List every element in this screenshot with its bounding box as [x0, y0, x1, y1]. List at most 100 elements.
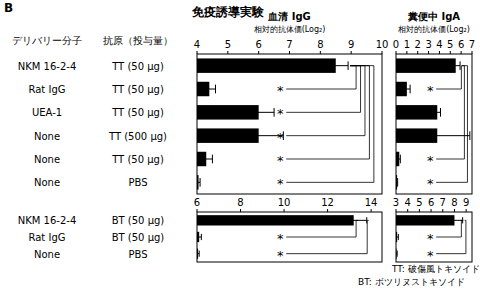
error-line: [341, 220, 367, 221]
bracket-line: [436, 66, 464, 159]
significance-mark: *: [277, 130, 284, 145]
axis-label: 相対的抗体価(Log₂): [254, 25, 326, 34]
tick-label: 9: [348, 39, 354, 50]
error-line: [404, 89, 411, 90]
error-line: [323, 65, 348, 66]
tick-label: 4: [405, 197, 411, 208]
error-cap: [348, 61, 349, 70]
error-bar: [341, 217, 367, 223]
tick-label: 5: [447, 39, 453, 50]
error-line: [203, 89, 215, 90]
significance-bracket: [436, 66, 462, 89]
tick-label: 6: [428, 197, 434, 208]
category-label: Rat IgG: [28, 84, 65, 95]
error-line: [243, 112, 274, 113]
error-line: [197, 237, 201, 238]
significance-mark: *: [427, 176, 434, 191]
error-bar: [243, 108, 274, 117]
figure: B免疫誘導実験デリバリー分子抗原（投与量）血清 IgG相対的抗体価(Log₂)4…: [0, 0, 480, 290]
error-bar: [234, 131, 283, 140]
plot-1: 糞便中 IgA相対的抗体価(Log₂)01234567***: [393, 11, 475, 194]
error-line: [446, 220, 462, 221]
significance-bracket: [436, 220, 463, 237]
bracket-line: [286, 66, 374, 183]
tick-label: 4: [436, 39, 442, 50]
significance-mark: *: [277, 83, 284, 98]
error-bar: [197, 234, 201, 240]
bracket-line: [286, 220, 369, 253]
data-group: [197, 58, 348, 189]
tick-label: 3: [425, 39, 431, 50]
plot-2: 68101214NKM 16-2-4Rat IgGNoneBT (50 μg)B…: [18, 197, 382, 263]
footnote: TT: 破傷風トキソイド: [391, 264, 480, 274]
error-cap: [201, 234, 202, 240]
error-cap: [212, 155, 213, 164]
category-label: None: [34, 131, 60, 142]
error-cap: [215, 85, 216, 94]
tick-label: 2: [415, 39, 421, 50]
plot-3: 3456789**: [393, 197, 472, 263]
bracket-line: [436, 66, 467, 183]
tick-label: 8: [237, 197, 243, 208]
tick-label: 9: [463, 197, 469, 208]
tick-label: 0: [393, 39, 399, 50]
significance-bracket: [436, 220, 466, 253]
bracket-line: [436, 220, 466, 253]
tick-label: 7: [286, 39, 292, 50]
error-line: [405, 135, 470, 136]
panel-letter: B: [4, 1, 13, 15]
tick-label: 8: [451, 197, 457, 208]
significance-mark: *: [427, 153, 434, 168]
antigen-label: BT (50 μg): [112, 215, 165, 226]
category-label: None: [34, 154, 60, 165]
tick-label: 5: [416, 197, 422, 208]
antigen-label: TT (50 μg): [111, 107, 164, 118]
error-bar: [200, 155, 212, 164]
bracket-line: [286, 66, 356, 89]
tick-label: 3: [393, 197, 399, 208]
error-cap: [274, 108, 275, 117]
significance-mark: *: [277, 106, 284, 121]
tick-label: 5: [225, 39, 231, 50]
plot-frame: [197, 54, 382, 194]
bracket-line: [436, 220, 463, 237]
error-cap: [199, 251, 200, 257]
plot-frame: [197, 212, 382, 262]
error-line: [234, 135, 283, 136]
bar: [197, 58, 336, 72]
axis-title: 糞便中 IgA: [407, 11, 460, 22]
bar: [396, 58, 456, 72]
significance-mark: *: [427, 83, 434, 98]
error-cap: [397, 178, 398, 187]
antigen-label: TT (50 μg): [111, 154, 164, 165]
tick-label: 6: [458, 39, 464, 50]
axis-title: 血清 IgG: [267, 11, 311, 22]
error-bar: [398, 155, 400, 164]
significance-mark: *: [277, 153, 284, 168]
error-cap: [410, 85, 411, 94]
significance-mark: *: [427, 248, 434, 263]
category-label: NKM 16-2-4: [18, 215, 77, 226]
antigen-label: TT (50 μg): [111, 84, 164, 95]
error-bar: [397, 178, 398, 187]
category-label: None: [34, 177, 60, 188]
antigen-label: TT (50 μg): [111, 61, 164, 72]
error-cap: [460, 61, 461, 70]
error-bar: [405, 131, 470, 140]
antigen-label: PBS: [128, 249, 147, 260]
tick-label: 7: [469, 39, 475, 50]
significance-mark: *: [427, 231, 434, 246]
significance-bracket: [436, 66, 464, 159]
significance-mark: *: [277, 176, 284, 191]
category-label: Rat IgG: [28, 232, 65, 243]
error-bar: [446, 217, 462, 223]
plot-frame: [396, 54, 472, 194]
significance-mark: *: [277, 231, 284, 246]
significance-bracket: [286, 220, 358, 237]
significance-mark: *: [277, 248, 284, 263]
antigen-label: PBS: [128, 177, 147, 188]
error-line: [200, 159, 212, 160]
category-label: UEA-1: [32, 107, 62, 118]
tick-label: 14: [365, 197, 378, 208]
error-line: [451, 65, 460, 66]
